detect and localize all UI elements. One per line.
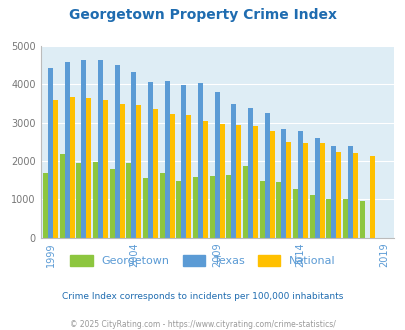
Bar: [369, 156, 374, 238]
Bar: [131, 72, 136, 238]
Bar: [269, 131, 274, 238]
Bar: [352, 153, 357, 238]
Bar: [297, 131, 302, 238]
Bar: [76, 163, 81, 238]
Legend: Georgetown, Texas, National: Georgetown, Texas, National: [70, 255, 335, 266]
Bar: [347, 146, 352, 238]
Bar: [330, 146, 335, 238]
Bar: [209, 176, 214, 238]
Bar: [43, 173, 48, 238]
Bar: [81, 60, 86, 238]
Bar: [143, 178, 148, 238]
Bar: [359, 201, 364, 238]
Bar: [236, 125, 241, 238]
Bar: [115, 65, 119, 238]
Bar: [247, 108, 252, 238]
Bar: [326, 199, 330, 238]
Bar: [198, 83, 202, 238]
Bar: [164, 81, 169, 238]
Bar: [226, 175, 231, 238]
Bar: [119, 104, 124, 238]
Bar: [281, 129, 286, 238]
Bar: [264, 113, 269, 238]
Bar: [70, 97, 75, 238]
Bar: [186, 115, 191, 238]
Bar: [276, 182, 281, 238]
Bar: [319, 144, 324, 238]
Bar: [192, 177, 198, 238]
Bar: [219, 124, 224, 238]
Bar: [335, 152, 341, 238]
Bar: [65, 62, 70, 238]
Bar: [302, 143, 307, 238]
Bar: [53, 100, 58, 238]
Bar: [231, 104, 236, 238]
Bar: [93, 162, 98, 238]
Bar: [60, 154, 65, 238]
Bar: [98, 60, 103, 238]
Bar: [148, 82, 153, 238]
Text: Georgetown Property Crime Index: Georgetown Property Crime Index: [69, 8, 336, 22]
Bar: [292, 189, 297, 238]
Bar: [103, 100, 108, 238]
Bar: [202, 121, 207, 238]
Bar: [159, 173, 164, 238]
Text: Crime Index corresponds to incidents per 100,000 inhabitants: Crime Index corresponds to incidents per…: [62, 292, 343, 301]
Bar: [109, 169, 115, 238]
Bar: [243, 166, 247, 238]
Bar: [153, 109, 158, 238]
Bar: [48, 68, 53, 238]
Bar: [169, 114, 174, 238]
Bar: [126, 163, 131, 238]
Bar: [86, 98, 91, 238]
Bar: [286, 142, 291, 238]
Bar: [181, 85, 186, 238]
Bar: [136, 105, 141, 238]
Text: © 2025 CityRating.com - https://www.cityrating.com/crime-statistics/: © 2025 CityRating.com - https://www.city…: [70, 320, 335, 329]
Bar: [342, 199, 347, 238]
Bar: [314, 138, 319, 238]
Bar: [176, 181, 181, 238]
Bar: [214, 92, 219, 238]
Bar: [259, 181, 264, 238]
Bar: [252, 126, 258, 238]
Bar: [309, 195, 314, 238]
